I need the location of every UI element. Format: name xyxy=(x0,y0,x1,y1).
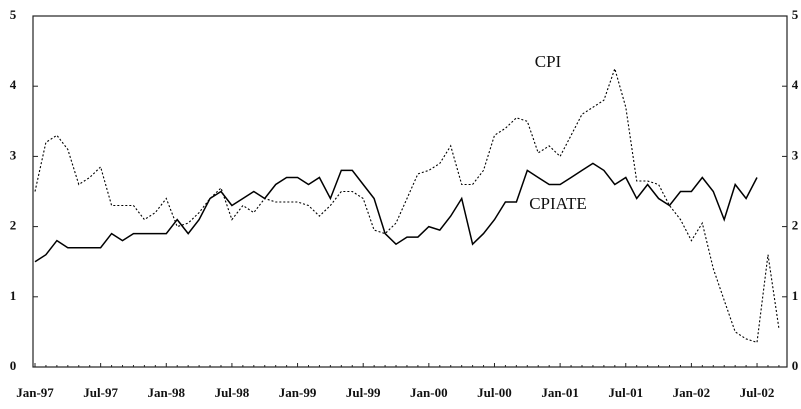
x-tick-label: Jan-00 xyxy=(410,385,448,400)
x-tick-label: Jan-02 xyxy=(673,385,711,400)
annotation: CPI xyxy=(535,52,562,71)
x-tick-label: Jan-01 xyxy=(541,385,579,400)
x-tick-label: Jul-00 xyxy=(477,385,512,400)
line-series xyxy=(34,162,758,263)
y2-tick-label: 4 xyxy=(792,77,799,92)
y2-tick-label: 0 xyxy=(792,358,799,373)
x-tick-label: Jan-99 xyxy=(279,385,317,400)
line-series xyxy=(34,66,780,344)
y-tick-label: 1 xyxy=(10,288,17,303)
y2-tick-label: 5 xyxy=(792,7,799,22)
x-tick-label: Jul-97 xyxy=(83,385,118,400)
y-tick-label: 2 xyxy=(10,218,17,233)
y-tick-label: 5 xyxy=(10,7,17,22)
y-tick-label: 0 xyxy=(10,358,17,373)
y2-tick-label: 3 xyxy=(792,147,799,162)
x-tick-label: Jan-97 xyxy=(16,385,54,400)
x-tick-label: Jul-01 xyxy=(608,385,643,400)
plot-frame xyxy=(32,15,788,368)
y2-tick-label: 2 xyxy=(792,218,799,233)
x-tick-label: Jul-02 xyxy=(740,385,775,400)
annotation: CPIATE xyxy=(529,194,587,213)
x-tick-label: Jul-98 xyxy=(215,385,250,400)
y2-tick-label: 1 xyxy=(792,288,799,303)
x-tick-label: Jul-99 xyxy=(346,385,381,400)
y-tick-label: 3 xyxy=(10,147,17,162)
y-tick-label: 4 xyxy=(10,77,17,92)
x-tick-label: Jan-98 xyxy=(147,385,185,400)
